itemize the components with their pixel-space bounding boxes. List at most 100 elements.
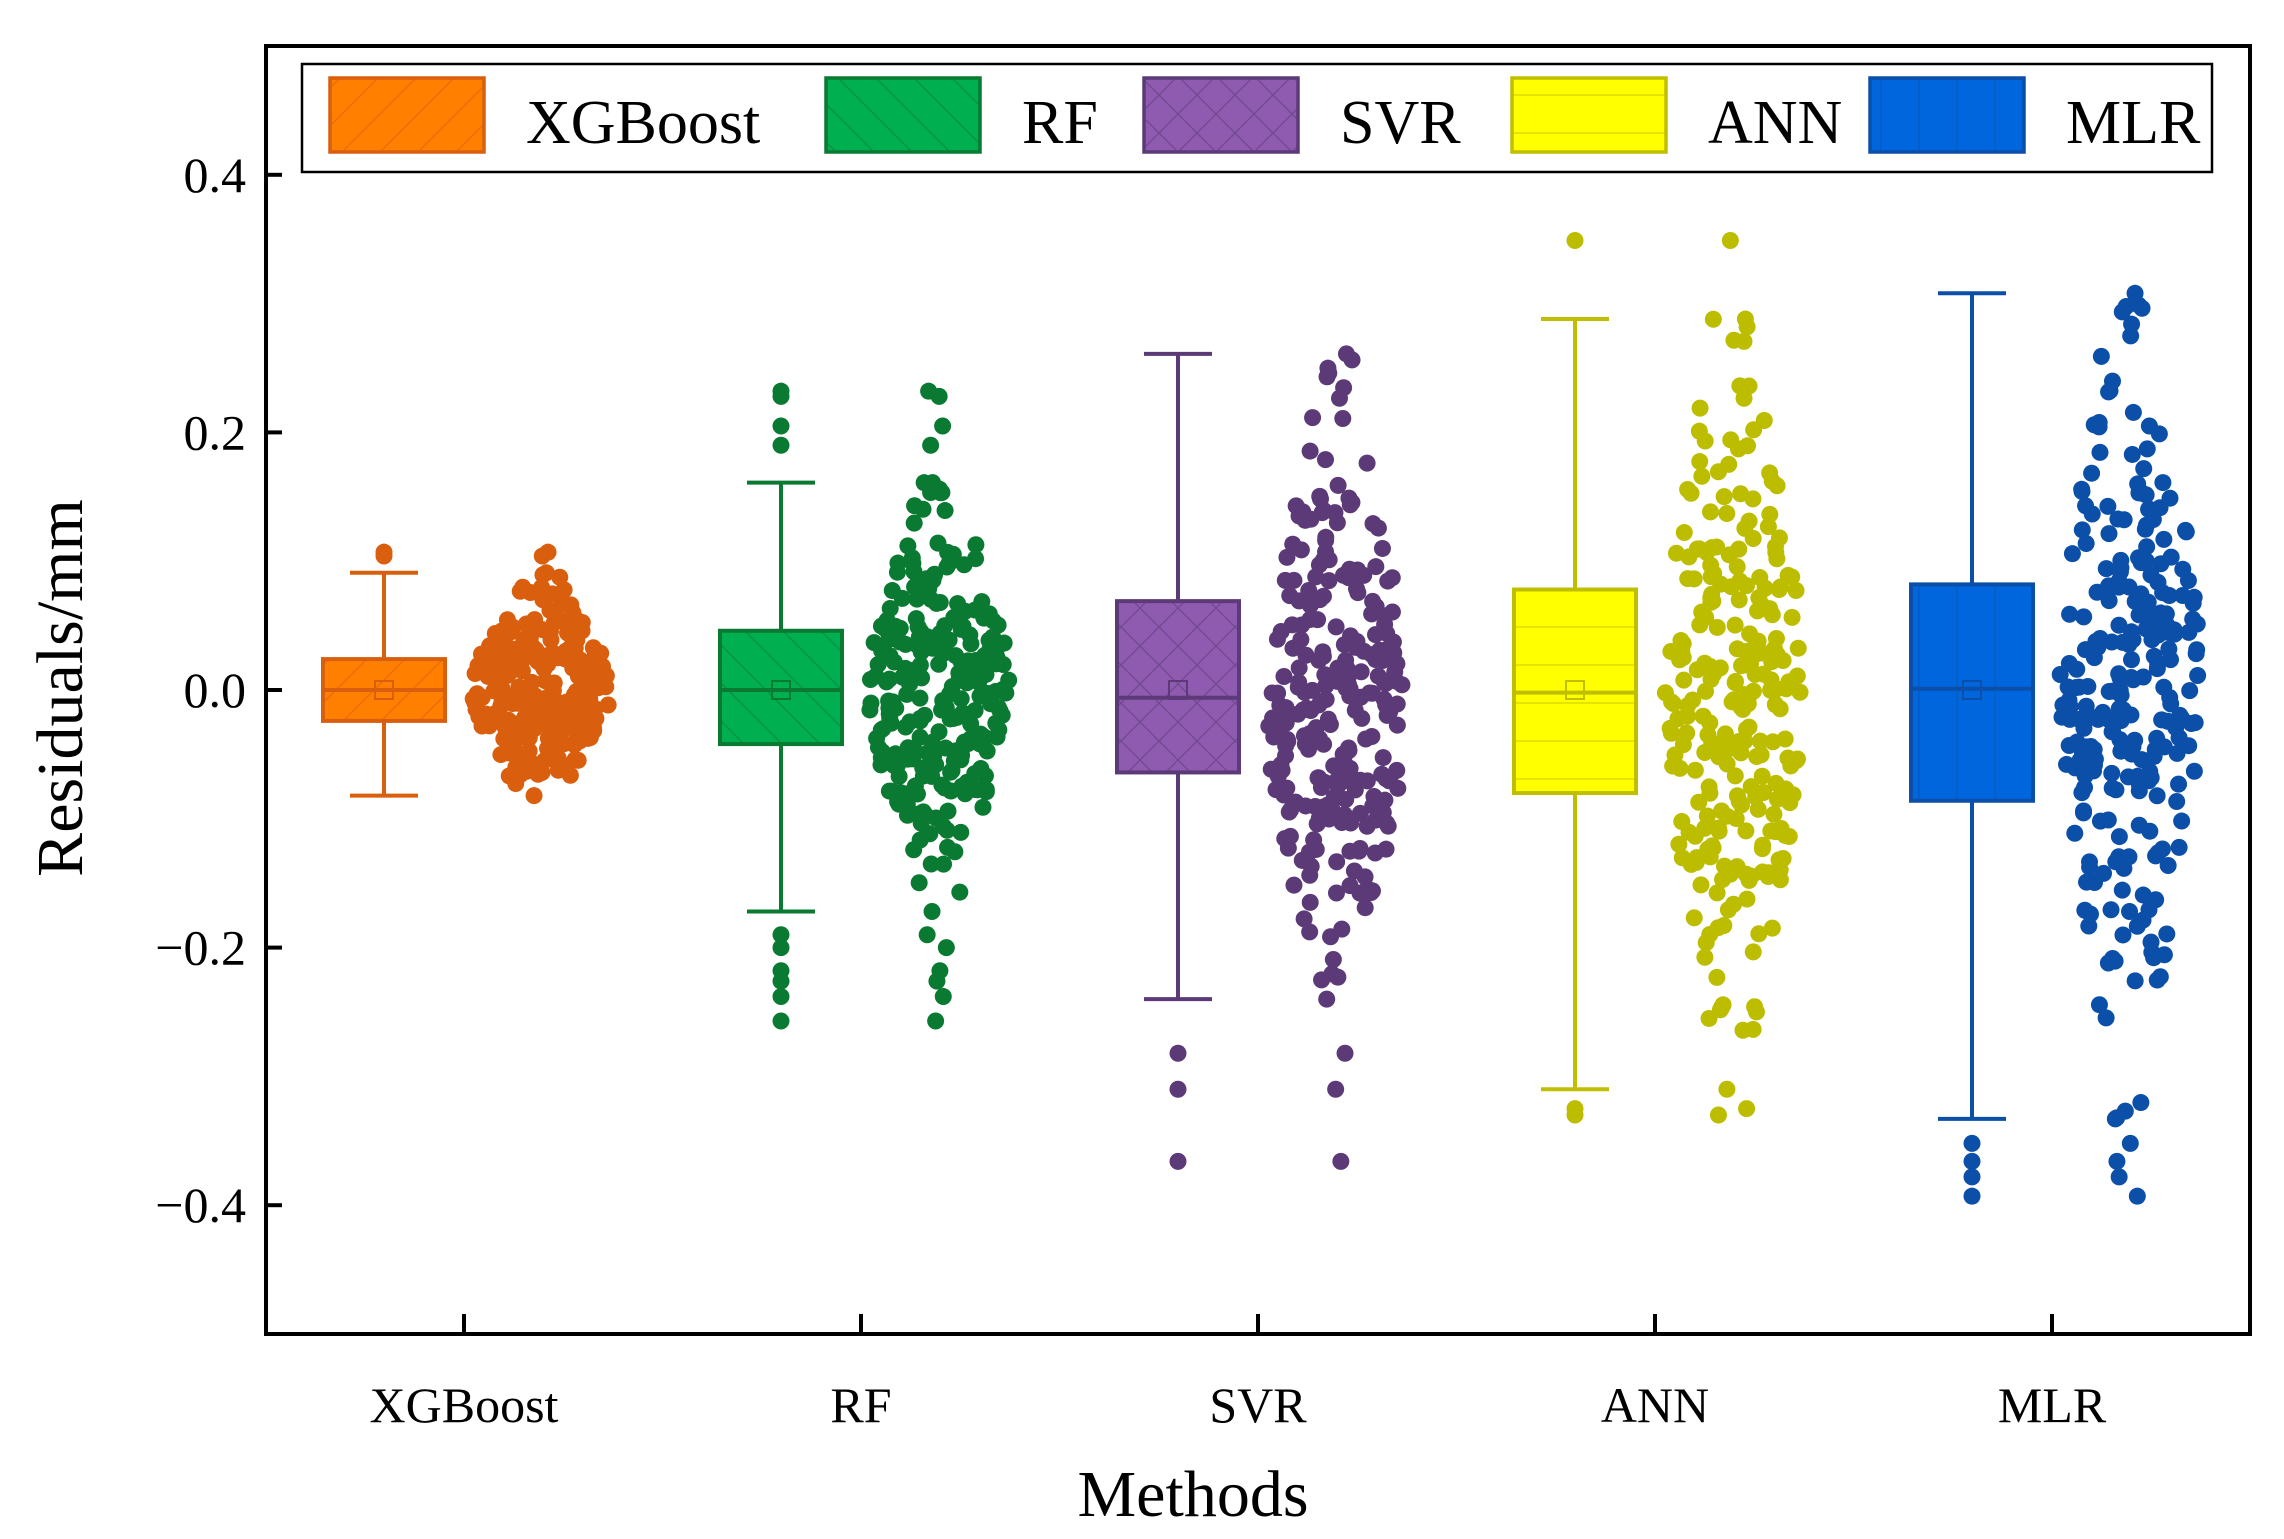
mlr-data-point — [2085, 649, 2103, 667]
rf-data-point — [972, 760, 990, 778]
svr-data-point — [1303, 681, 1321, 699]
rf-data-point — [928, 972, 946, 990]
rf-data-point — [891, 633, 909, 651]
ann-data-point — [1725, 331, 1743, 349]
series-rf — [718, 382, 1018, 1030]
mlr-data-point — [2124, 671, 2142, 689]
svr-data-point — [1287, 497, 1305, 515]
rf-data-point — [883, 782, 901, 800]
mlr-data-point — [2155, 678, 2173, 696]
rf-data-point — [925, 566, 943, 584]
svr-data-point — [1383, 569, 1401, 587]
ann-data-point — [1738, 890, 1756, 908]
ann-data-point — [1711, 1001, 1729, 1019]
rf-data-point — [974, 798, 992, 816]
ann-data-point — [1674, 736, 1692, 754]
xgboost-data-point — [584, 639, 602, 657]
svr-data-point — [1325, 757, 1343, 775]
mlr-data-point — [2149, 844, 2167, 862]
mlr-data-point — [2174, 587, 2192, 605]
mlr-data-point — [2126, 972, 2144, 990]
rf-mean-marker — [771, 680, 791, 700]
mlr-data-point — [2173, 812, 2191, 830]
mlr-data-point — [2137, 486, 2155, 504]
svr-data-point — [1279, 732, 1297, 750]
rf-data-point — [880, 670, 898, 688]
ann-data-point — [1684, 691, 1702, 709]
mlr-data-point — [2148, 660, 2166, 678]
ann-data-point — [1702, 589, 1720, 607]
svr-data-point — [1366, 844, 1384, 862]
mlr-data-point — [2097, 560, 2115, 578]
mlr-data-point — [2081, 905, 2099, 923]
xgboost-data-point — [537, 564, 555, 582]
ann-data-point — [1754, 836, 1772, 854]
svr-data-point — [1379, 817, 1397, 835]
svr-data-point — [1295, 910, 1313, 928]
ann-data-point — [1690, 793, 1708, 811]
rf-data-point — [996, 682, 1014, 700]
mlr-data-point — [2083, 464, 2101, 482]
legend-swatch-mlr — [1868, 76, 2026, 154]
ann-data-point — [1742, 867, 1760, 885]
legend-label-rf: RF — [1022, 89, 1098, 157]
mlr-data-point — [2168, 744, 2186, 762]
ann-data-point — [1736, 310, 1754, 328]
mlr-data-point — [2097, 1009, 2115, 1027]
rf-data-point — [981, 641, 999, 659]
ann-data-point — [1703, 733, 1721, 751]
legend-swatch-svr — [1142, 76, 1300, 154]
svr-data-point — [1318, 990, 1336, 1008]
ann-data-point — [1787, 582, 1805, 600]
svr-data-point — [1337, 790, 1355, 808]
legend-label-mlr: MLR — [2066, 89, 2201, 157]
rf-data-point — [978, 742, 996, 760]
mlr-data-point — [2128, 1187, 2146, 1205]
svr-data-point — [1328, 514, 1346, 532]
xgboost-data-point — [504, 618, 522, 636]
ann-data-point — [1718, 504, 1736, 522]
rf-data-point — [893, 589, 911, 607]
legend-item-svr: SVR — [1142, 76, 1461, 157]
rf-outlier — [772, 417, 790, 435]
mlr-data-point — [2075, 802, 2093, 820]
mlr-data-point — [2114, 926, 2132, 944]
series-mlr — [1909, 284, 2207, 1205]
mlr-data-point — [2126, 731, 2144, 749]
svr-data-point — [1301, 923, 1319, 941]
mlr-data-point — [2092, 347, 2110, 365]
legend-item-rf: RF — [824, 76, 1098, 157]
ann-data-point — [1718, 807, 1736, 825]
xgboost-data-point — [531, 654, 549, 672]
rf-outlier — [772, 926, 790, 944]
ann-data-point — [1746, 998, 1764, 1016]
ann-data-point — [1738, 1100, 1756, 1118]
rf-data-point — [962, 635, 980, 653]
mlr-data-point — [2051, 666, 2069, 684]
ann-data-point — [1761, 505, 1779, 523]
mlr-data-point — [2188, 615, 2206, 633]
svr-data-point — [1329, 476, 1347, 494]
ann-data-point — [1752, 746, 1770, 764]
rf-data-point — [934, 988, 952, 1006]
legend-item-mlr: MLR — [1868, 76, 2201, 157]
ann-data-point — [1693, 467, 1711, 485]
rf-data-point — [937, 739, 955, 757]
rf-data-point — [916, 706, 934, 724]
svr-data-point — [1292, 541, 1310, 559]
ann-data-point — [1664, 757, 1682, 775]
mlr-data-point — [2170, 775, 2188, 793]
xgboost-mean-marker — [374, 680, 394, 700]
rf-data-point — [865, 634, 883, 652]
svr-data-point — [1310, 651, 1328, 669]
legend: XGBoost RF SVR ANN MLR — [300, 62, 2214, 174]
mlr-data-point — [2114, 633, 2132, 651]
xgboost-data-point — [514, 578, 532, 596]
mlr-data-point — [2173, 709, 2191, 727]
svr-data-point — [1341, 687, 1359, 705]
legend-swatch-xgboost — [328, 76, 486, 154]
rf-data-point — [908, 590, 926, 608]
ann-data-point — [1709, 1106, 1727, 1124]
svr-data-point — [1341, 877, 1359, 895]
svr-data-point — [1381, 769, 1399, 787]
